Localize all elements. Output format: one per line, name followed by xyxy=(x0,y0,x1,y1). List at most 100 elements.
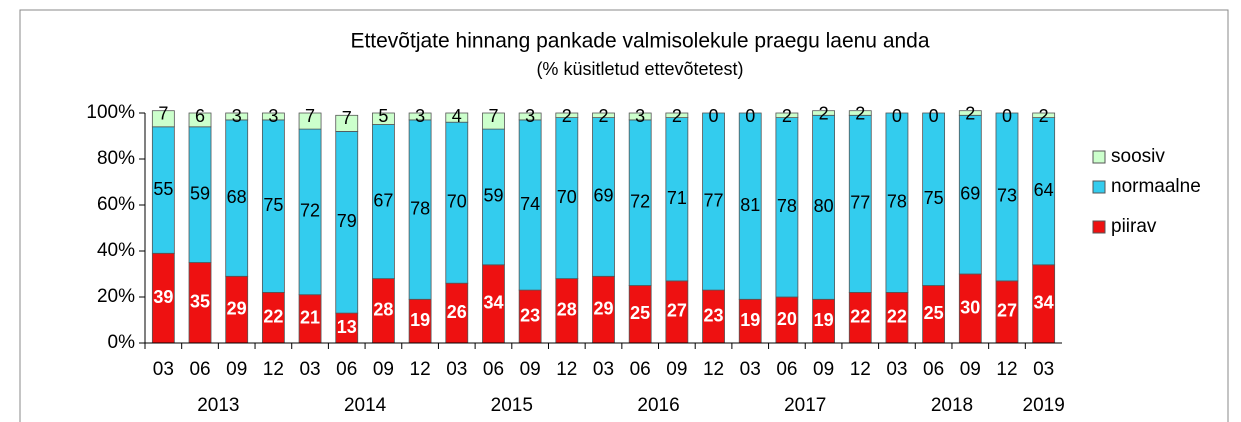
x-tick-label: 03 xyxy=(446,359,467,380)
value-label: 72 xyxy=(630,191,650,211)
value-label: 67 xyxy=(373,190,393,210)
value-label: 35 xyxy=(190,292,210,312)
value-label: 7 xyxy=(305,106,315,126)
value-label: 0 xyxy=(709,106,719,126)
value-label: 59 xyxy=(190,183,210,203)
value-label: 19 xyxy=(740,310,760,330)
value-label: 23 xyxy=(520,305,540,325)
x-tick-label: 09 xyxy=(813,359,834,380)
value-label: 22 xyxy=(850,306,870,326)
bar-segment xyxy=(848,110,872,116)
x-tick-label: 09 xyxy=(666,359,687,380)
bar-segment xyxy=(188,112,212,128)
value-label: 69 xyxy=(960,183,980,203)
value-label: 3 xyxy=(415,106,425,126)
value-label: 22 xyxy=(263,306,283,326)
x-tick-label: 12 xyxy=(263,359,284,380)
value-label: 2 xyxy=(1039,106,1049,126)
value-label: 34 xyxy=(483,293,503,313)
bar-segment xyxy=(482,112,505,130)
value-label: 2 xyxy=(672,106,682,126)
value-label: 73 xyxy=(997,186,1017,206)
y-tick-label: 0% xyxy=(108,332,136,353)
bar-segment xyxy=(592,112,615,118)
bar-segment xyxy=(298,112,322,130)
value-label: 70 xyxy=(557,187,577,207)
value-label: 3 xyxy=(232,106,242,126)
value-label: 22 xyxy=(887,306,907,326)
value-label: 2 xyxy=(965,103,975,123)
value-label: 25 xyxy=(924,303,944,323)
value-label: 72 xyxy=(300,201,320,221)
bar-segment xyxy=(738,112,762,300)
bar-segment xyxy=(225,112,249,121)
value-label: 77 xyxy=(704,190,724,210)
x-group-label: 2014 xyxy=(344,395,387,416)
x-group-label: 2018 xyxy=(931,395,973,416)
x-tick-label: 03 xyxy=(740,359,761,380)
value-label: 0 xyxy=(745,106,755,126)
value-label: 7 xyxy=(158,103,168,123)
value-label: 13 xyxy=(337,317,357,337)
x-tick-label: 09 xyxy=(960,359,981,380)
x-tick-label: 06 xyxy=(630,359,651,380)
value-label: 78 xyxy=(887,191,907,211)
x-group-label: 2017 xyxy=(784,395,826,416)
value-label: 0 xyxy=(892,106,902,126)
bar-segment xyxy=(812,110,835,116)
bar-segment xyxy=(518,112,542,121)
y-tick-label: 100% xyxy=(86,102,135,123)
value-label: 27 xyxy=(997,301,1017,321)
x-group-label: 2016 xyxy=(637,395,679,416)
value-label: 3 xyxy=(268,106,278,126)
value-label: 77 xyxy=(850,193,870,213)
legend-label: normaalne xyxy=(1111,176,1201,197)
value-label: 59 xyxy=(483,186,503,206)
value-label: 55 xyxy=(153,179,173,199)
legend-label: soosiv xyxy=(1111,146,1165,167)
value-label: 30 xyxy=(960,297,980,317)
bar-segment xyxy=(261,112,285,121)
bar-segment xyxy=(408,112,432,121)
x-group-label: 2015 xyxy=(491,395,533,416)
x-group-label: 2019 xyxy=(1023,395,1065,416)
value-label: 2 xyxy=(782,106,792,126)
value-label: 3 xyxy=(635,106,645,126)
value-label: 75 xyxy=(263,195,283,215)
bar-segment xyxy=(555,112,579,118)
value-label: 20 xyxy=(777,309,797,329)
value-label: 34 xyxy=(1034,293,1054,313)
x-tick-label: 09 xyxy=(226,359,247,380)
bar-segment xyxy=(445,112,469,123)
value-label: 75 xyxy=(924,188,944,208)
x-tick-label: 06 xyxy=(923,359,944,380)
bar-segment xyxy=(775,112,799,118)
value-label: 28 xyxy=(557,300,577,320)
value-label: 0 xyxy=(929,106,939,126)
value-label: 2 xyxy=(562,106,572,126)
bar-segment xyxy=(372,112,395,125)
x-tick-label: 12 xyxy=(850,359,871,380)
value-label: 3 xyxy=(525,106,535,126)
value-label: 39 xyxy=(153,287,173,307)
bar-segment xyxy=(151,110,175,128)
bar-segment xyxy=(1032,112,1056,118)
legend-swatch xyxy=(1092,180,1106,194)
frame xyxy=(19,9,1229,422)
value-label: 26 xyxy=(447,302,467,322)
bar-segment xyxy=(958,110,982,116)
bar-segment xyxy=(922,112,946,286)
x-tick-label: 12 xyxy=(556,359,577,380)
bar-segment xyxy=(335,114,359,132)
value-label: 7 xyxy=(342,108,352,128)
x-group-label: 2013 xyxy=(197,395,239,416)
value-label: 19 xyxy=(410,310,430,330)
value-label: 4 xyxy=(452,106,462,126)
x-tick-label: 06 xyxy=(189,359,210,380)
value-label: 2 xyxy=(598,106,608,126)
value-label: 74 xyxy=(520,194,540,214)
legend-swatch xyxy=(1092,150,1106,164)
value-label: 0 xyxy=(1002,106,1012,126)
bar-segment xyxy=(995,112,1019,282)
